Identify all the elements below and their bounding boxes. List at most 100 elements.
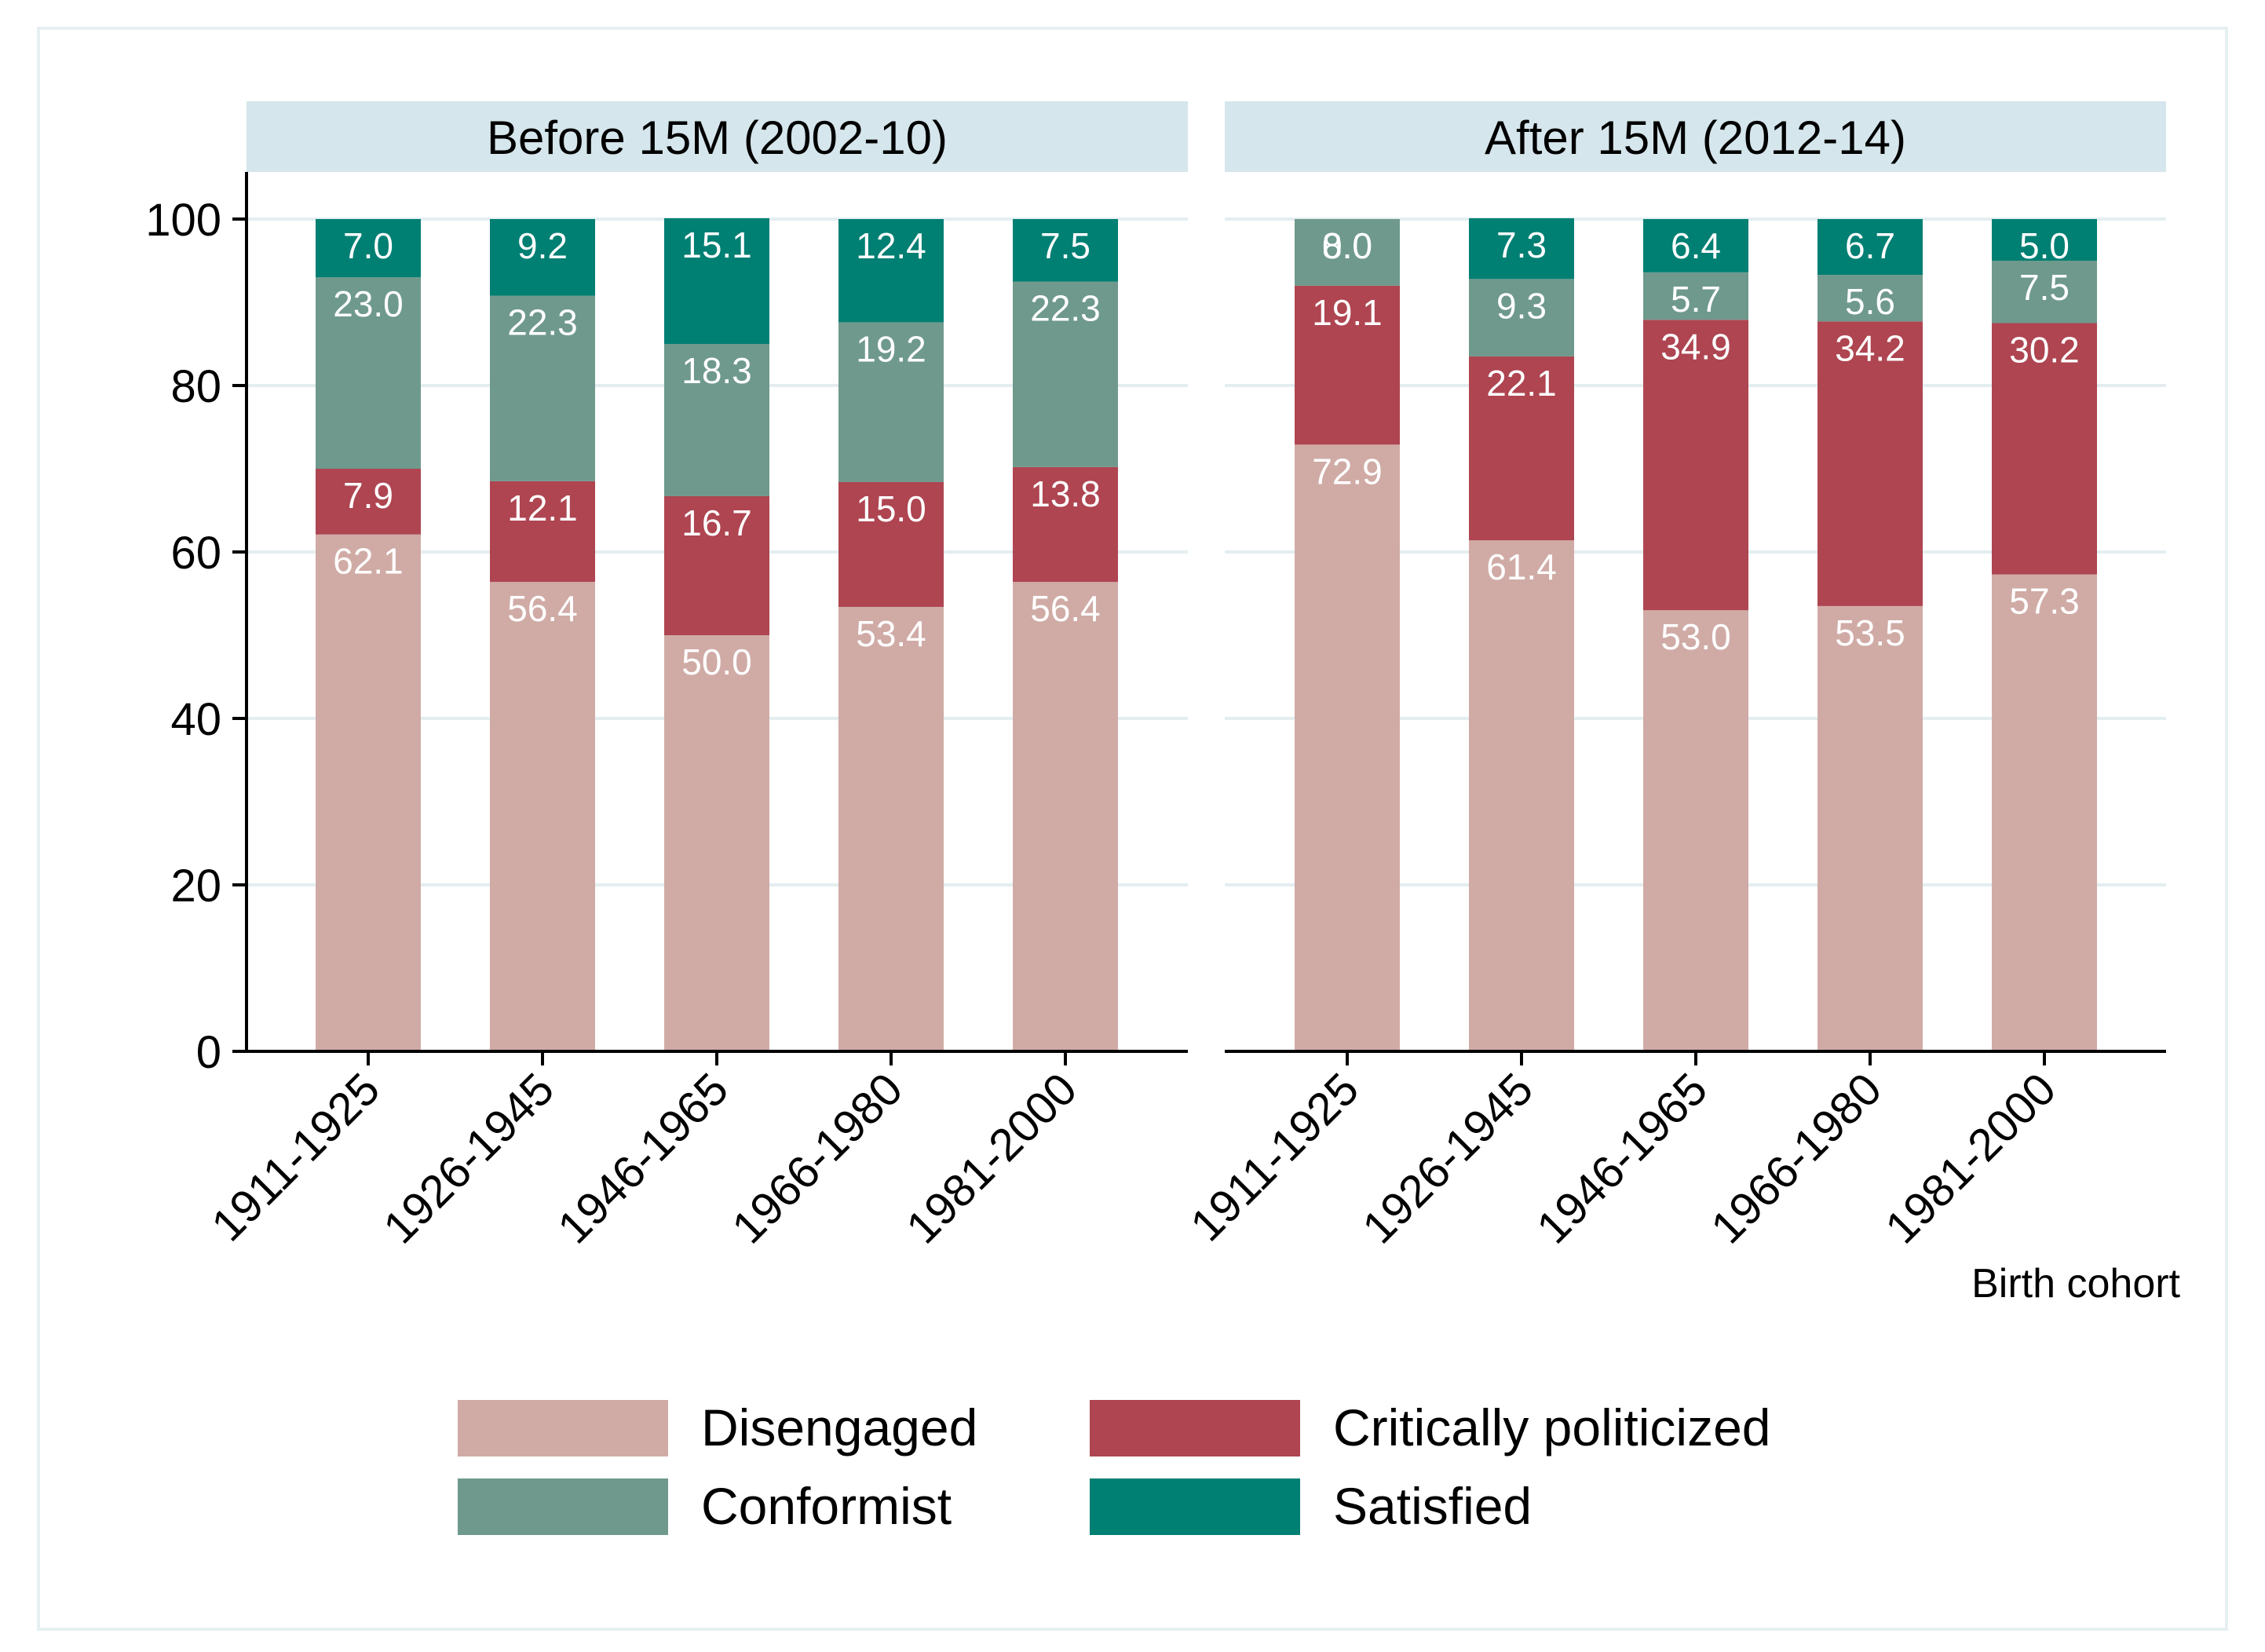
data-label: 56.4 <box>507 588 578 629</box>
bar-segment <box>664 495 769 635</box>
bar-segment <box>1817 605 1923 1051</box>
bar-segment <box>1013 466 1118 583</box>
x-tick-label: 1966-1980 <box>722 1063 912 1253</box>
bar-segment <box>1469 356 1574 541</box>
data-label: 7.3 <box>1496 225 1547 265</box>
data-label: 5.6 <box>1845 281 1895 322</box>
bar-segment <box>490 295 595 481</box>
x-tick-label: 1926-1945 <box>374 1063 564 1253</box>
bar-segment <box>664 635 769 1051</box>
data-label: 0.0 <box>1322 225 1372 266</box>
bar-segment <box>664 217 769 344</box>
data-label: 57.3 <box>2009 581 2080 622</box>
x-tick-label: 1911-1925 <box>1181 1063 1368 1251</box>
data-label: 19.2 <box>856 328 926 369</box>
bar-segment <box>490 582 595 1051</box>
y-tick-label: 0 <box>196 1027 221 1078</box>
data-label: 12.1 <box>507 488 578 528</box>
bar-segment <box>664 344 769 496</box>
x-axis-title: Birth cohort <box>1971 1261 2180 1307</box>
bar-segment <box>1469 279 1574 356</box>
panel-title: Before 15M (2002-10) <box>487 111 948 164</box>
bar-segment <box>1469 540 1574 1051</box>
data-label: 22.3 <box>1030 288 1101 329</box>
bar-segment <box>316 277 421 469</box>
data-label: 56.4 <box>1030 588 1101 629</box>
data-label: 19.1 <box>1312 292 1383 333</box>
bar-segment <box>1817 321 1923 606</box>
data-label: 72.9 <box>1312 451 1383 492</box>
data-label: 30.2 <box>2009 330 2080 371</box>
legend-label: Conformist <box>701 1477 952 1535</box>
bar-segment <box>1013 219 1118 282</box>
x-tick-label: 1926-1945 <box>1353 1063 1543 1253</box>
y-tick-label: 60 <box>170 528 221 579</box>
bar-segment <box>1643 219 1748 272</box>
data-label: 5.0 <box>2019 225 2070 266</box>
x-tick-label: 1981-2000 <box>1876 1063 2066 1253</box>
data-label: 7.0 <box>343 225 393 266</box>
data-label: 7.9 <box>343 475 393 516</box>
data-label: 15.1 <box>681 225 752 265</box>
bar-segment <box>1817 275 1923 322</box>
bar-segment <box>1013 582 1118 1051</box>
data-label: 53.4 <box>856 613 926 654</box>
data-label: 9.2 <box>517 225 568 266</box>
figure-frame <box>37 27 2228 1631</box>
bar-segment <box>490 481 595 583</box>
legend-swatch <box>1090 1478 1300 1535</box>
x-tick-label: 1946-1965 <box>548 1063 738 1253</box>
y-tick-label: 80 <box>170 361 221 412</box>
data-label: 7.5 <box>1040 225 1090 266</box>
bar-segment <box>1817 219 1923 276</box>
data-label: 5.7 <box>1671 279 1721 320</box>
bar-segment <box>1469 217 1574 280</box>
bar-segment <box>838 481 944 607</box>
data-label: 9.3 <box>1496 285 1547 326</box>
legend-swatch <box>458 1478 668 1535</box>
panel-title: After 15M (2012-14) <box>1485 111 1906 164</box>
bar-segment <box>838 219 944 323</box>
data-label: 22.1 <box>1486 363 1557 404</box>
panel-header <box>247 101 1188 172</box>
bar-segment <box>316 219 421 278</box>
legend-label: Critically politicized <box>1333 1398 1771 1456</box>
data-label: 53.5 <box>1835 612 1905 653</box>
data-label: 22.3 <box>507 302 578 343</box>
bar-segment <box>316 469 421 535</box>
bar-segment <box>838 322 944 482</box>
y-tick-label: 40 <box>170 694 221 745</box>
bar-segment <box>1992 323 2097 575</box>
bar-segment <box>1643 272 1748 320</box>
bar-segment <box>1295 219 1400 286</box>
data-label: 12.4 <box>856 225 926 266</box>
x-tick-label: 1981-2000 <box>897 1063 1087 1253</box>
x-tick-label: 1911-1925 <box>202 1063 389 1251</box>
y-tick-label: 100 <box>145 195 221 246</box>
data-label: 23.0 <box>333 283 404 324</box>
x-tick-label: 1946-1965 <box>1527 1063 1717 1253</box>
legend-swatch <box>458 1400 668 1456</box>
data-label: 18.3 <box>681 350 752 391</box>
data-label: 16.7 <box>681 503 752 543</box>
legend-label: Disengaged <box>701 1398 977 1456</box>
data-label: 62.1 <box>333 541 404 582</box>
legend-label: Satisfied <box>1333 1477 1532 1535</box>
data-label: 6.7 <box>1845 225 1895 266</box>
bar-segment <box>838 606 944 1051</box>
data-label: 53.0 <box>1660 616 1731 657</box>
x-tick-label: 1966-1980 <box>1701 1063 1891 1253</box>
bar-segment <box>1992 261 2097 323</box>
bar-segment <box>1643 320 1748 611</box>
data-label: 50.0 <box>681 641 752 682</box>
data-label: 61.4 <box>1486 546 1557 587</box>
data-label: 15.0 <box>856 488 926 529</box>
data-label: 6.4 <box>1671 225 1721 266</box>
bar-segment <box>1295 285 1400 445</box>
bar-segment <box>1295 444 1400 1051</box>
data-label: 7.5 <box>2019 267 2070 308</box>
legend-swatch <box>1090 1400 1300 1456</box>
y-tick-label: 20 <box>170 861 221 912</box>
